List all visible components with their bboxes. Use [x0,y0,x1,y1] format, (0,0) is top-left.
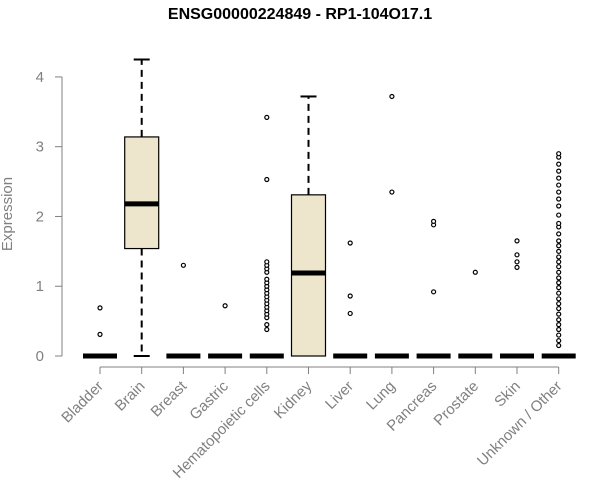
outlier-point [431,218,437,224]
x-tick-label: Brain [112,378,149,415]
box-lung [374,93,409,359]
box-bladder [83,305,117,359]
outlier-point [556,182,562,188]
outlier-point [556,305,562,312]
outlier-point [556,254,562,260]
chart-title: ENSG00000224849 - RP1-104O17.1 [167,6,433,23]
outlier-point [556,332,562,338]
box-breast [166,262,201,359]
outlier-point [514,252,520,258]
outlier-point [556,189,562,195]
y-tick-label: 1 [36,278,44,295]
outlier-point [472,269,478,275]
outlier-point [556,322,562,328]
outlier-point [556,296,562,302]
outlier-point [264,176,270,183]
outlier-point [556,338,562,344]
outlier-point [389,189,395,195]
x-tick-label: Lung [363,378,399,414]
outlier-point [556,301,562,307]
box-skin [500,238,534,359]
outlier-point [389,93,395,100]
outlier-point [347,240,353,246]
x-tick-label: Bladder [58,378,107,427]
box-rect [124,136,160,250]
outlier-point [556,317,562,323]
y-tick-label: 3 [36,139,44,156]
outlier-point [556,203,562,209]
box-pancreas [416,218,451,359]
outlier-point [556,275,562,281]
outlier-point [264,276,270,282]
outlier-point [180,262,186,268]
outlier-point [556,285,562,291]
outlier-point [556,196,562,202]
x-tick-label: Breast [148,377,191,420]
outlier-point [264,259,270,265]
outlier-point [97,305,103,311]
outlier-point [556,168,562,174]
outlier-point [347,293,353,299]
outlier-point [222,303,228,309]
box-unknown-other [541,151,576,359]
outlier-point [514,238,520,244]
outlier-point [264,114,270,120]
boxes [83,58,576,359]
outlier-point [556,161,562,167]
x-tick-label: Prostate [431,378,483,430]
x-tick-label: Liver [322,378,357,413]
outlier-point [556,243,562,249]
outlier-point [556,326,562,333]
outlier-point [556,248,562,254]
outlier-point [264,322,270,328]
outlier-point [556,264,562,270]
outlier-point [556,342,562,349]
box-kidney [290,95,327,357]
outlier-point [347,310,353,317]
box-liver [333,240,368,359]
outlier-point [556,220,562,227]
y-tick-label: 2 [36,208,44,225]
outlier-point [556,238,562,244]
outlier-point [556,259,562,265]
outlier-point [556,311,562,317]
box-gastric [208,303,243,359]
y-tick-label: 4 [36,69,44,86]
outlier-point [514,264,520,270]
outlier-point [556,212,562,218]
y-axis: 0 1 2 3 4 [36,69,63,365]
outlier-point [556,280,562,286]
y-axis-title: Expression [0,177,16,251]
y-tick-label: 0 [36,348,44,365]
box-brain [124,58,160,357]
outlier-point [556,151,562,157]
outlier-point [97,331,103,337]
outlier-point [556,269,562,275]
box-hematopoietic-cells [249,114,284,359]
x-tick-label: Skin [491,378,524,411]
outlier-point [514,259,520,265]
outlier-point [556,231,562,237]
outlier-point [431,289,437,295]
outlier-point [556,290,562,296]
outlier-point [264,326,270,333]
box-prostate [458,269,493,359]
outlier-point [556,175,562,181]
x-tick-label: Kidney [271,377,316,422]
